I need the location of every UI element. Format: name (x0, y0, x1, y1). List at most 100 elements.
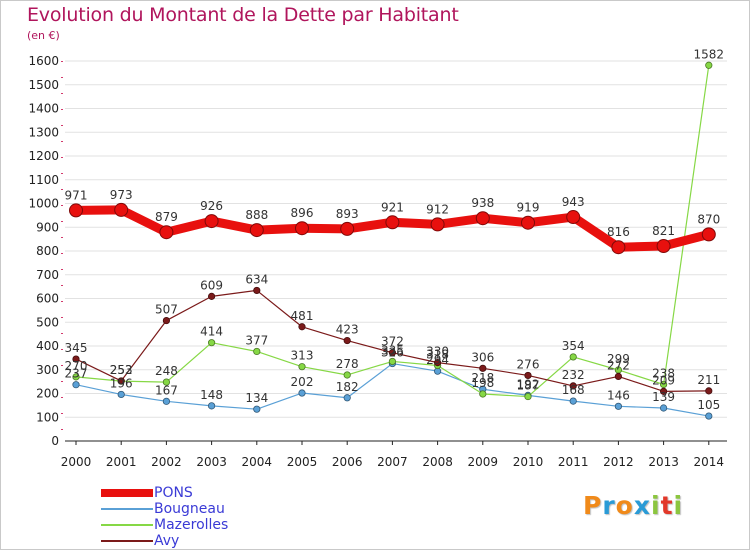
data-label-pons: 888 (245, 208, 268, 222)
data-point-mazerolles (524, 392, 532, 401)
data-point-avy (208, 292, 216, 300)
data-point-avy (614, 372, 623, 380)
y-tick-label: 600 (36, 292, 59, 306)
logo-letter: i (673, 491, 684, 520)
y-tick-label: 100 (36, 410, 59, 424)
data-point-avy (388, 349, 396, 357)
data-label-pons: 919 (517, 201, 540, 215)
data-point-avy (72, 355, 80, 363)
data-label-mazerolles: 354 (562, 339, 585, 353)
data-point-pons (521, 215, 535, 230)
x-tick-label: 2010 (513, 455, 544, 469)
data-point-bougneau (72, 381, 80, 389)
data-point-bougneau (614, 402, 623, 410)
data-label-mazerolles: 252 (110, 363, 133, 377)
logo-letter: r (602, 491, 616, 520)
logo-letter: x (633, 491, 651, 520)
data-label-bougneau: 218 (471, 371, 494, 385)
data-label-pons: 971 (65, 188, 88, 202)
unit-label: (en €) (27, 29, 60, 42)
data-label-bougneau: 139 (652, 390, 675, 404)
x-tick-label: 2009 (468, 455, 499, 469)
data-label-bougneau: 167 (155, 383, 178, 397)
data-point-avy (524, 371, 532, 380)
data-point-avy (117, 377, 125, 385)
data-label-mazerolles: 270 (65, 359, 88, 373)
data-point-mazerolles (298, 363, 306, 371)
data-point-avy (343, 336, 351, 345)
data-point-avy (705, 387, 713, 395)
data-label-bougneau: 237 (65, 367, 88, 381)
data-label-avy: 211 (697, 373, 720, 387)
data-label-avy: 253 (110, 363, 133, 377)
data-point-bougneau (117, 390, 125, 399)
x-tick-label: 2007 (377, 455, 408, 469)
x-tick-label: 2003 (196, 455, 227, 469)
data-label-mazerolles: 187 (517, 379, 540, 393)
data-point-mazerolles (343, 371, 351, 379)
data-point-pons (475, 211, 490, 226)
data-label-pons: 893 (336, 207, 359, 221)
data-point-pons (656, 239, 671, 254)
data-label-mazerolles: 248 (155, 364, 178, 378)
logo-letter: i (651, 491, 661, 520)
data-label-pons: 921 (381, 200, 404, 214)
data-label-avy: 232 (562, 368, 585, 382)
data-label-avy: 372 (381, 335, 404, 349)
data-label-avy: 306 (471, 350, 494, 364)
data-label-avy: 609 (200, 278, 223, 292)
y-tick-label: 1200 (28, 149, 59, 163)
x-tick-label: 2001 (106, 455, 137, 469)
data-point-pons (204, 214, 219, 229)
data-label-avy: 209 (652, 373, 675, 387)
data-point-mazerolles (479, 390, 487, 398)
data-point-avy (253, 286, 261, 295)
data-point-avy (569, 382, 577, 390)
y-tick-label: 800 (36, 244, 59, 258)
legend-swatch (101, 489, 153, 497)
x-tick-label: 2006 (332, 455, 363, 469)
data-label-avy: 345 (65, 341, 88, 355)
y-tick-label: 1600 (28, 54, 59, 68)
data-point-mazerolles (162, 378, 170, 386)
legend-swatch (101, 524, 153, 526)
data-point-bougneau (569, 397, 577, 405)
data-label-mazerolles: 318 (426, 347, 449, 361)
data-point-mazerolles (659, 380, 668, 389)
data-label-pons: 870 (697, 212, 720, 226)
y-tick-label: 300 (36, 363, 59, 377)
y-tick-label: 200 (36, 387, 59, 401)
data-point-bougneau (162, 397, 170, 405)
data-point-avy (479, 364, 487, 372)
data-point-avy (162, 316, 170, 325)
data-point-mazerolles (253, 347, 261, 356)
legend-swatch (101, 508, 153, 510)
legend-label: Avy (154, 533, 180, 549)
data-point-pons (340, 221, 355, 236)
data-label-bougneau: 192 (517, 377, 540, 391)
data-label-mazerolles: 278 (336, 357, 359, 371)
data-label-pons: 938 (471, 196, 494, 210)
data-label-bougneau: 202 (291, 375, 314, 389)
y-tick-label: 1000 (28, 197, 59, 211)
data-point-pons (385, 215, 400, 230)
data-point-avy (659, 387, 668, 395)
data-point-bougneau (705, 412, 713, 420)
data-point-pons (566, 210, 581, 225)
proxiti-logo: Proxiti (583, 491, 683, 520)
data-label-mazerolles: 335 (381, 343, 404, 357)
data-label-bougneau: 148 (200, 388, 223, 402)
data-label-pons: 912 (426, 202, 449, 216)
data-point-mazerolles (72, 373, 80, 381)
y-tick-label: 1500 (28, 78, 59, 92)
data-label-pons: 943 (562, 195, 585, 209)
x-tick-label: 2013 (648, 455, 679, 469)
y-tick-label: 500 (36, 315, 59, 329)
data-label-bougneau: 134 (245, 391, 268, 405)
y-tick-label: 1100 (28, 173, 59, 187)
data-point-avy (298, 323, 306, 331)
data-label-pons: 926 (200, 199, 223, 213)
y-tick-label: 0 (51, 434, 59, 448)
data-label-mazerolles: 377 (245, 333, 268, 347)
data-label-bougneau: 168 (562, 383, 585, 397)
